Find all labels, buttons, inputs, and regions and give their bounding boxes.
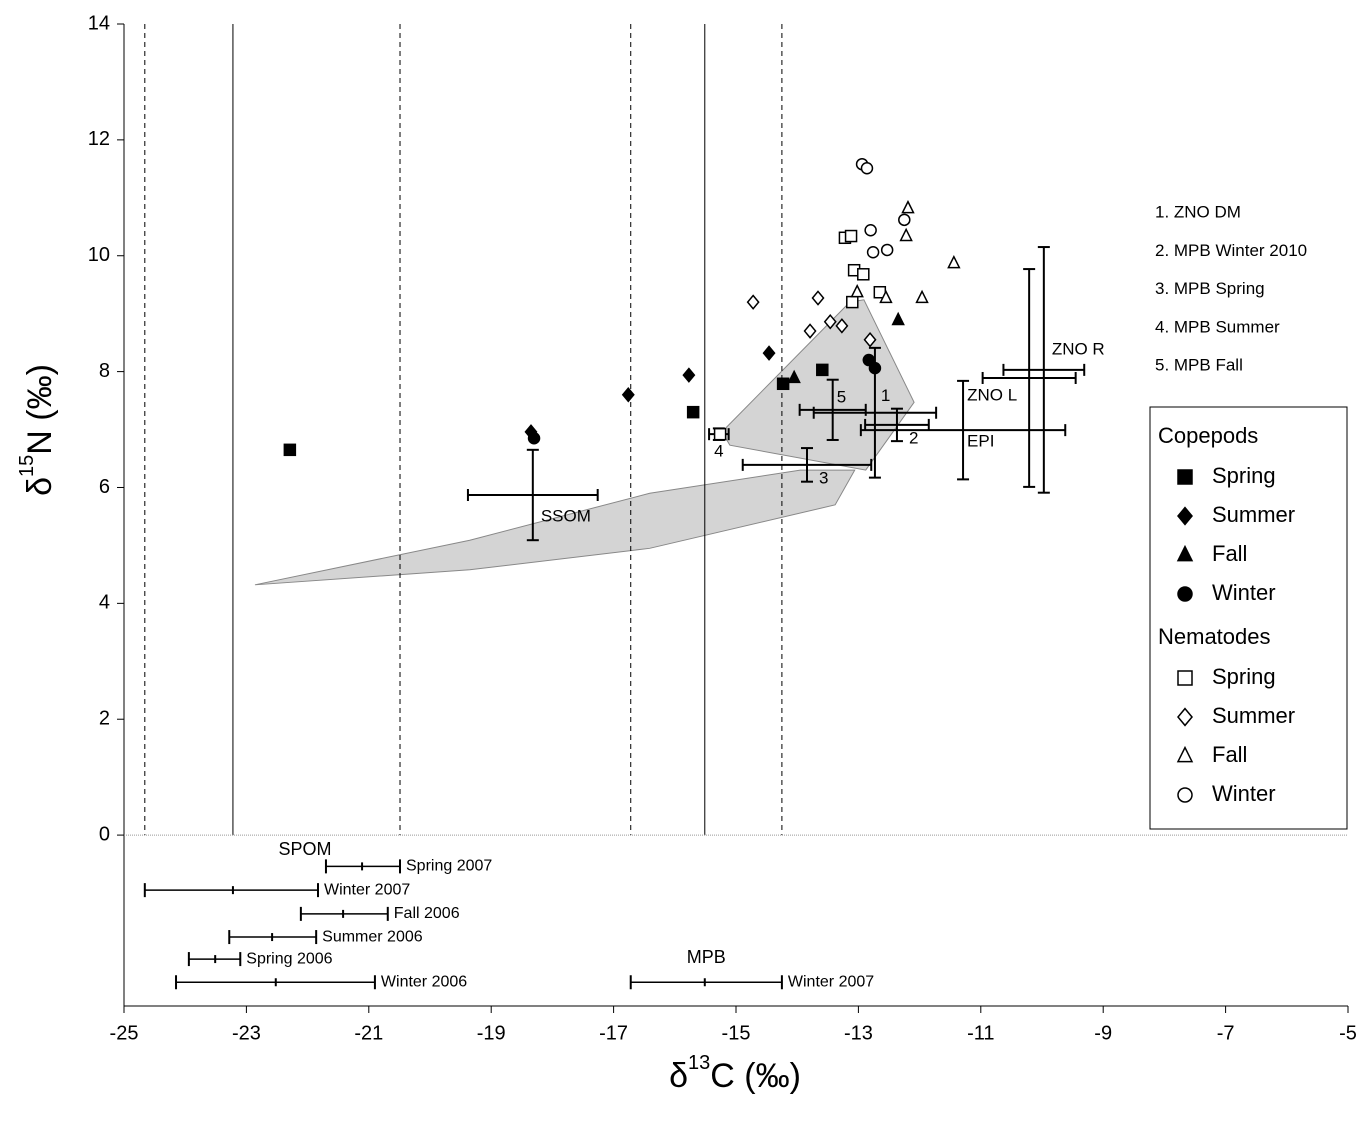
error-bar-label: 5 bbox=[837, 387, 846, 406]
y-tick-label: 8 bbox=[99, 360, 110, 382]
x-axis-title: δ13C (‰) bbox=[669, 1052, 801, 1095]
legend-marker bbox=[1177, 469, 1193, 485]
legend-label: Winter bbox=[1212, 580, 1276, 605]
marker bbox=[746, 294, 760, 310]
y-tick-label: 0 bbox=[99, 823, 110, 845]
note: 1. ZNO DM bbox=[1155, 202, 1241, 221]
x-tick-label: -19 bbox=[477, 1022, 506, 1044]
legend-label: Fall bbox=[1212, 742, 1247, 767]
legend-marker bbox=[1177, 670, 1193, 686]
marker bbox=[862, 353, 876, 367]
error-bar-label: 2 bbox=[909, 428, 918, 447]
marker bbox=[816, 363, 829, 377]
marker bbox=[803, 323, 817, 339]
range-label: Spring 2007 bbox=[406, 858, 492, 875]
legend-marker bbox=[1176, 544, 1194, 562]
marker bbox=[857, 268, 870, 281]
note: 2. MPB Winter 2010 bbox=[1155, 241, 1307, 260]
x-tick-label: -9 bbox=[1094, 1022, 1112, 1044]
marker bbox=[527, 431, 541, 445]
legend-marker bbox=[1177, 707, 1193, 727]
note: 4. MPB Summer bbox=[1155, 317, 1280, 336]
marker bbox=[915, 289, 929, 304]
marker bbox=[776, 377, 790, 391]
x-tick-label: -11 bbox=[967, 1022, 994, 1044]
marker bbox=[844, 229, 858, 243]
marker bbox=[947, 254, 961, 269]
y-tick-label: 10 bbox=[88, 244, 110, 266]
marker bbox=[898, 213, 911, 227]
x-tick-label: -23 bbox=[232, 1022, 261, 1044]
marker bbox=[846, 295, 859, 309]
range-label: Summer 2006 bbox=[322, 928, 423, 945]
legend-label: Spring bbox=[1212, 463, 1276, 488]
marker bbox=[682, 367, 696, 383]
x-tick-label: -5 bbox=[1339, 1022, 1357, 1044]
legend-group-title: Nematodes bbox=[1158, 624, 1271, 649]
note: 3. MPB Spring bbox=[1155, 279, 1265, 298]
error-bar-label: 3 bbox=[819, 468, 828, 487]
error-bar-label: 1 bbox=[881, 386, 890, 405]
marker bbox=[823, 314, 837, 330]
marker bbox=[868, 361, 882, 375]
marker bbox=[835, 318, 849, 334]
range-label: Spring 2006 bbox=[246, 950, 332, 967]
range-label: Winter 2007 bbox=[324, 881, 410, 898]
legend-marker bbox=[1177, 586, 1193, 602]
marker bbox=[713, 427, 727, 441]
marker bbox=[899, 227, 913, 242]
marker bbox=[811, 290, 825, 306]
legend-marker bbox=[1176, 745, 1194, 763]
y-tick-label: 12 bbox=[88, 128, 110, 150]
range-label: Fall 2006 bbox=[394, 905, 460, 922]
x-tick-label: -25 bbox=[110, 1022, 139, 1044]
marker bbox=[762, 345, 776, 361]
range-group-label: SPOM bbox=[278, 839, 331, 859]
legend-label: Spring bbox=[1212, 664, 1276, 689]
legend-marker bbox=[1177, 787, 1193, 803]
y-tick-label: 6 bbox=[99, 476, 110, 498]
marker bbox=[686, 405, 700, 419]
range-label: Winter 2006 bbox=[381, 973, 467, 990]
y-axis-title: δ15N (‰) bbox=[16, 364, 59, 496]
marker bbox=[863, 331, 877, 348]
hull-region bbox=[254, 469, 856, 586]
y-tick-label: 2 bbox=[99, 708, 110, 730]
marker bbox=[866, 246, 880, 259]
legend-marker bbox=[1177, 506, 1193, 526]
marker bbox=[283, 443, 297, 457]
marker bbox=[860, 162, 874, 175]
marker bbox=[621, 387, 635, 403]
x-tick-label: -21 bbox=[354, 1022, 383, 1044]
marker bbox=[891, 311, 905, 326]
legend-label: Winter bbox=[1212, 781, 1276, 806]
x-tick-label: -13 bbox=[844, 1022, 873, 1044]
legend-label: Summer bbox=[1212, 502, 1295, 527]
error-bar-label: SSOM bbox=[541, 506, 591, 525]
range-group-label: MPB bbox=[687, 947, 726, 967]
marker bbox=[864, 223, 877, 237]
y-tick-label: 14 bbox=[88, 12, 110, 34]
marker bbox=[901, 199, 915, 214]
marker bbox=[850, 283, 864, 298]
error-bar-label: EPI bbox=[967, 432, 994, 451]
x-tick-label: -7 bbox=[1217, 1022, 1235, 1044]
x-tick-label: -17 bbox=[599, 1022, 628, 1044]
hull-region bbox=[721, 299, 915, 471]
error-bar-label: ZNO L bbox=[967, 385, 1017, 404]
error-bar-label: 4 bbox=[714, 442, 723, 461]
legend-group-title: Copepods bbox=[1158, 423, 1258, 448]
legend-label: Summer bbox=[1212, 703, 1295, 728]
note: 5. MPB Fall bbox=[1155, 356, 1243, 375]
error-bar-label: ZNO R bbox=[1052, 339, 1105, 358]
marker bbox=[880, 243, 894, 257]
x-tick-label: -15 bbox=[722, 1022, 751, 1044]
range-label: Winter 2007 bbox=[788, 973, 874, 990]
y-tick-label: 4 bbox=[99, 592, 110, 614]
marker bbox=[787, 369, 801, 384]
marker bbox=[879, 289, 893, 304]
legend-label: Fall bbox=[1212, 541, 1247, 566]
